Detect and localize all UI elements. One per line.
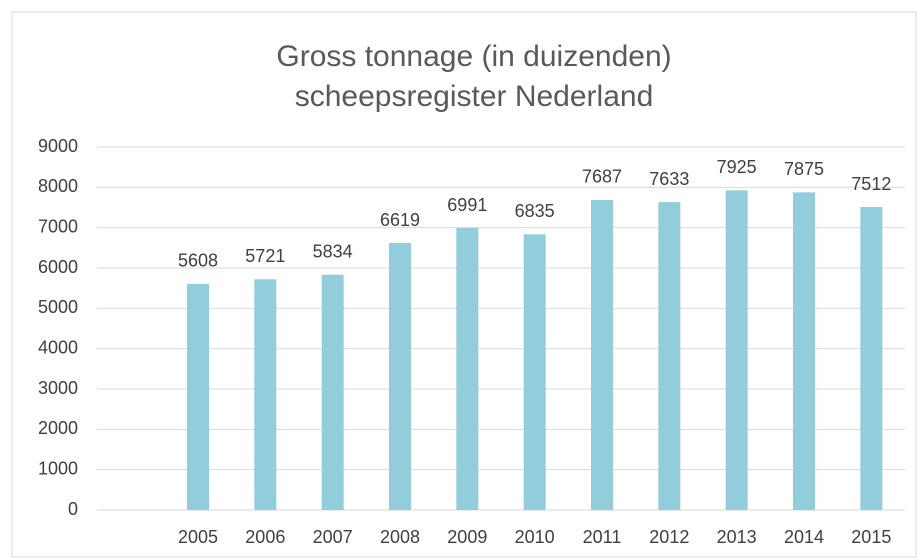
y-tick-label: 2000 — [38, 418, 78, 438]
data-label: 6619 — [380, 210, 420, 230]
y-tick-label: 9000 — [38, 136, 78, 156]
x-tick-label: 2012 — [649, 527, 689, 547]
chart-title: scheepsregister Nederland — [295, 80, 654, 113]
y-tick-label: 1000 — [38, 458, 78, 478]
bar — [591, 199, 613, 510]
bar — [456, 228, 479, 510]
y-tick-label: 8000 — [38, 176, 78, 196]
x-tick-label: 2014 — [784, 527, 824, 547]
bar — [187, 283, 209, 510]
bar — [389, 243, 411, 510]
x-tick-label: 2010 — [515, 527, 555, 547]
y-tick-label: 6000 — [38, 257, 78, 277]
x-tick-label: 2011 — [583, 527, 622, 547]
x-tick-label: 2009 — [447, 527, 487, 547]
bar — [860, 207, 883, 511]
data-label: 7875 — [784, 159, 824, 179]
data-label: 7687 — [582, 167, 622, 187]
data-label: 5721 — [245, 246, 285, 266]
bar — [658, 202, 681, 510]
y-tick-label: 0 — [68, 499, 78, 519]
data-label: 7512 — [851, 174, 891, 194]
bar — [725, 190, 748, 510]
data-label: 5834 — [313, 241, 353, 261]
data-label: 5608 — [178, 251, 218, 271]
chart-title: Gross tonnage (in duizenden) — [276, 40, 671, 73]
data-label: 7925 — [717, 157, 757, 177]
x-tick-label: 2005 — [178, 527, 218, 547]
x-tick-label: 2013 — [717, 527, 757, 547]
y-tick-label: 3000 — [38, 378, 78, 398]
x-tick-label: 2008 — [380, 527, 420, 547]
bar — [321, 274, 344, 510]
data-label: 6835 — [515, 201, 555, 221]
data-label: 6991 — [447, 195, 487, 215]
bar — [523, 234, 546, 511]
y-tick-label: 5000 — [38, 297, 78, 317]
bar — [793, 192, 815, 510]
y-tick-label: 4000 — [38, 337, 78, 357]
bar — [254, 279, 277, 510]
x-tick-label: 2006 — [245, 527, 285, 547]
x-tick-label: 2015 — [851, 527, 891, 547]
x-tick-label: 2007 — [313, 527, 353, 547]
data-label: 7633 — [649, 169, 689, 189]
y-tick-label: 7000 — [38, 216, 78, 236]
